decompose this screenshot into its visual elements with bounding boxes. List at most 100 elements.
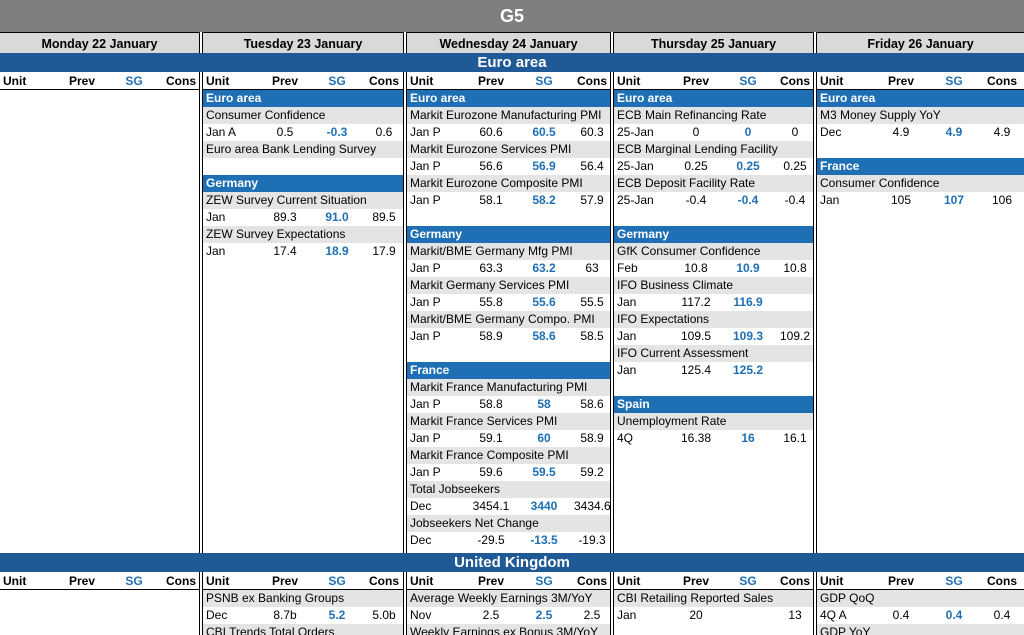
unit-value: Jan P: [410, 125, 441, 139]
sg-header: SG: [328, 574, 346, 588]
region-header-euro-area: Euro area: [0, 53, 1024, 72]
cons-header: Cons: [166, 74, 196, 88]
indicator-values: Jan 117.2 116.9: [614, 294, 813, 311]
indicator-name: Markit Germany Services PMI: [407, 277, 610, 294]
country-header: France: [817, 158, 1024, 175]
prev-value: 58.1: [479, 193, 503, 207]
uk-wednesday-column: Unit Prev SG Cons Average Weekly Earnings 3M…: [407, 572, 610, 635]
indicator-name: ECB Marginal Lending Facility: [614, 141, 813, 158]
consensus-value: 0.4: [993, 608, 1011, 622]
column-divider: [813, 32, 817, 635]
column-divider: [403, 32, 407, 635]
unit-value: Jan A: [206, 125, 237, 139]
prev-value: 20: [689, 608, 703, 622]
unit-value: 25-Jan: [617, 193, 654, 207]
column-divider: [610, 32, 614, 635]
indicator-values: 25-Jan 0.25 0.25 0.25: [614, 158, 813, 175]
prev-value: 0.25: [684, 159, 708, 173]
prev-value: 2.5: [482, 608, 500, 622]
indicator-name: Total Jobseekers: [407, 481, 610, 498]
euro-tuesday-column: Unit Prev SG Cons Euro area Consumer Confiden…: [203, 72, 403, 552]
indicator-name: GDP YoY: [817, 624, 1024, 635]
unit-value: Jan: [820, 193, 840, 207]
consensus-value: 63: [585, 261, 599, 275]
prev-value: 8.7b: [273, 608, 297, 622]
indicator-name: Euro area Bank Lending Survey: [203, 141, 403, 158]
sg-forecast-value: 0: [744, 125, 752, 139]
unit-value: Dec: [206, 608, 228, 622]
prev-value: 16.38: [680, 431, 712, 445]
sg-forecast-value: 91.0: [325, 210, 349, 224]
column-header-row: Unit Prev SG Cons: [407, 572, 610, 590]
sg-header: SG: [125, 574, 143, 588]
prev-value: 89.3: [273, 210, 297, 224]
country-header: France: [407, 362, 610, 379]
prev-value: 55.8: [479, 295, 503, 309]
euro-monday-column: Unit Prev SG Cons: [0, 72, 199, 552]
sg-forecast-value: 55.6: [532, 295, 556, 309]
consensus-value: -0.4: [784, 193, 806, 207]
sg-forecast-value: 3440: [530, 499, 558, 513]
cons-header: Cons: [577, 574, 607, 588]
unit-value: Jan: [206, 244, 226, 258]
uk-friday-column: Unit Prev SG Cons GDP QoQ 4Q A 0.4 0.4 0.4 GDP Yo…: [817, 572, 1024, 635]
consensus-value: 58.5: [580, 329, 604, 343]
uk-thursday-column: Unit Prev SG Cons CBI Retailing Reported Sal…: [614, 572, 813, 635]
spacer: [817, 141, 1024, 158]
consensus-value: 2.5: [583, 608, 601, 622]
cons-header: Cons: [166, 574, 196, 588]
indicator-name: ECB Main Refinancing Rate: [614, 107, 813, 124]
unit-header: Unit: [410, 574, 434, 588]
consensus-value: 4.9: [993, 125, 1011, 139]
indicator-values: 4Q A 0.4 0.4 0.4: [817, 607, 1024, 624]
unit-value: 25-Jan: [617, 159, 654, 173]
consensus-value: 0.6: [375, 125, 393, 139]
sg-header: SG: [328, 74, 346, 88]
unit-header: Unit: [820, 574, 844, 588]
country-header: Germany: [614, 226, 813, 243]
consensus-value: 16.1: [783, 431, 807, 445]
prev-header: Prev: [271, 574, 299, 588]
indicator-values: Jan P 56.6 56.9 56.4: [407, 158, 610, 175]
spacer: [407, 345, 610, 362]
prev-value: 125.4: [680, 363, 712, 377]
consensus-value: 58.9: [580, 431, 604, 445]
prev-value: -29.5: [477, 533, 505, 547]
prev-value: 58.8: [479, 397, 503, 411]
unit-value: Jan: [617, 295, 637, 309]
indicator-name: Markit Eurozone Manufacturing PMI: [407, 107, 610, 124]
indicator-values: Feb 10.8 10.9 10.8: [614, 260, 813, 277]
indicator-values: Jan P 59.1 60 58.9: [407, 430, 610, 447]
prev-value: 3454.1: [472, 499, 510, 513]
spacer: [614, 209, 813, 226]
indicator-name: PSNB ex Banking Groups: [203, 590, 403, 607]
unit-value: Jan P: [410, 193, 441, 207]
column-header-row: Unit Prev SG Cons: [817, 572, 1024, 590]
indicator-values: Nov 2.5 2.5 2.5: [407, 607, 610, 624]
cons-header: Cons: [987, 574, 1017, 588]
sg-header: SG: [945, 574, 963, 588]
prev-value: 58.9: [479, 329, 503, 343]
indicator-values: 25-Jan 0 0 0: [614, 124, 813, 141]
column-header-row: Unit Prev SG Cons: [0, 572, 199, 590]
sg-forecast-value: 109.3: [732, 329, 764, 343]
country-header: Euro area: [407, 90, 610, 107]
country-header: Euro area: [817, 90, 1024, 107]
indicator-name: GfK Consumer Confidence: [614, 243, 813, 260]
region-header-united-kingdom: United Kingdom: [0, 553, 1024, 572]
indicator-values: Dec -29.5 -13.5 -19.3: [407, 532, 610, 549]
unit-value: Dec: [410, 499, 432, 513]
sg-forecast-value: [719, 607, 777, 624]
column-header-row: Unit Prev SG Cons: [0, 72, 199, 90]
euro-friday-column: Unit Prev SG Cons Euro area M3 Money Supply Y…: [817, 72, 1024, 552]
sg-header: SG: [739, 574, 757, 588]
indicator-values: Jan A 0.5 -0.3 0.6: [203, 124, 403, 141]
country-header: Euro area: [203, 90, 403, 107]
column-header-row: Unit Prev SG Cons: [203, 72, 403, 90]
day-header-friday: Friday 26 January: [817, 32, 1024, 53]
indicator-name: Markit/BME Germany Compo. PMI: [407, 311, 610, 328]
cons-header: Cons: [987, 74, 1017, 88]
sg-forecast-value: -0.3: [326, 125, 348, 139]
consensus-value: 0.25: [783, 159, 807, 173]
sg-forecast-value: 5.2: [328, 608, 346, 622]
